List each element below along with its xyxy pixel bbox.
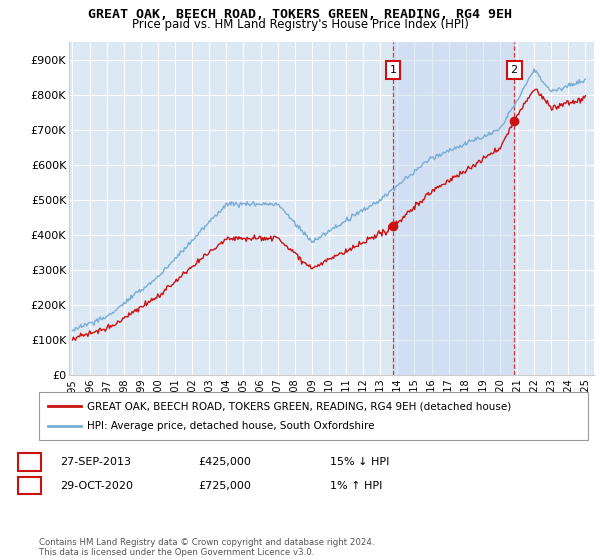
Text: 2: 2: [26, 480, 33, 491]
Text: HPI: Average price, detached house, South Oxfordshire: HPI: Average price, detached house, Sout…: [87, 421, 374, 431]
Text: 27-SEP-2013: 27-SEP-2013: [60, 457, 131, 467]
Text: £725,000: £725,000: [198, 480, 251, 491]
Text: 1: 1: [389, 65, 397, 75]
Text: Contains HM Land Registry data © Crown copyright and database right 2024.
This d: Contains HM Land Registry data © Crown c…: [39, 538, 374, 557]
Text: Price paid vs. HM Land Registry's House Price Index (HPI): Price paid vs. HM Land Registry's House …: [131, 18, 469, 31]
Text: GREAT OAK, BEECH ROAD, TOKERS GREEN, READING, RG4 9EH: GREAT OAK, BEECH ROAD, TOKERS GREEN, REA…: [88, 8, 512, 21]
Text: 1% ↑ HPI: 1% ↑ HPI: [330, 480, 382, 491]
Bar: [393, 42, 514, 375]
Text: 29-OCT-2020: 29-OCT-2020: [60, 480, 133, 491]
Text: 15% ↓ HPI: 15% ↓ HPI: [330, 457, 389, 467]
Text: GREAT OAK, BEECH ROAD, TOKERS GREEN, READING, RG4 9EH (detached house): GREAT OAK, BEECH ROAD, TOKERS GREEN, REA…: [87, 402, 511, 411]
Text: £425,000: £425,000: [198, 457, 251, 467]
Text: 1: 1: [26, 457, 33, 467]
Text: 2: 2: [511, 65, 518, 75]
